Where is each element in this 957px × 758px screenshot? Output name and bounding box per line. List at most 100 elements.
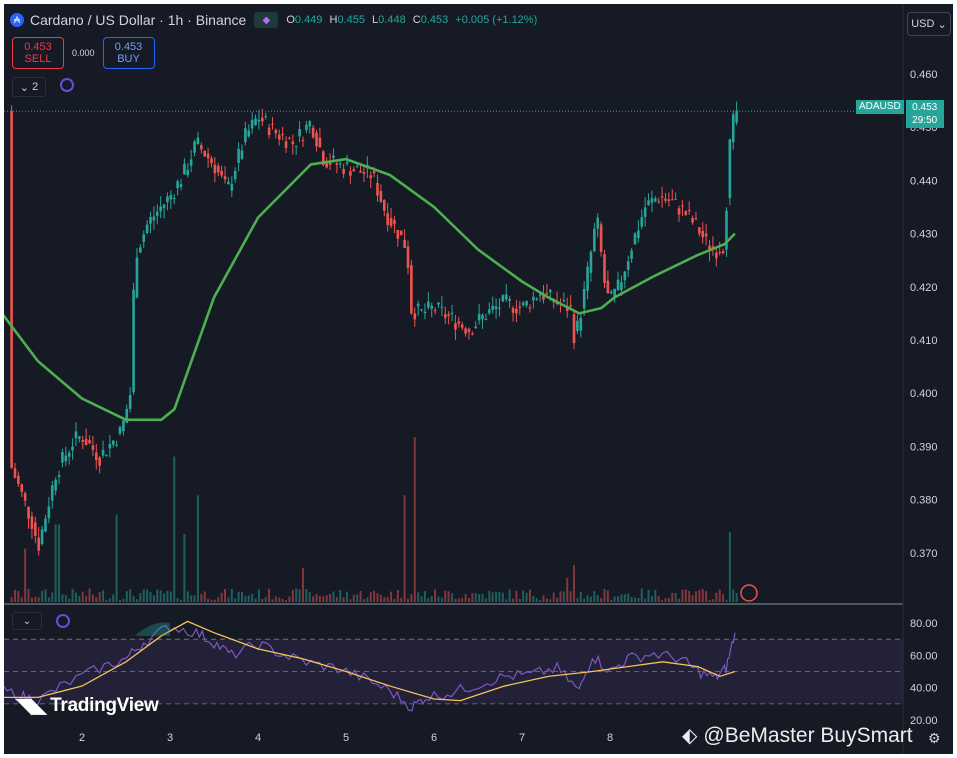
- volume-bar: [711, 599, 714, 602]
- volume-bar: [576, 598, 579, 602]
- buy-button[interactable]: 0.453 BUY: [102, 37, 155, 69]
- candle-body: [511, 308, 515, 313]
- volume-bar: [596, 595, 599, 602]
- volume-bar: [589, 596, 592, 602]
- volume-bar: [396, 589, 399, 602]
- volume-bar: [535, 597, 538, 602]
- volume-bar: [698, 590, 701, 602]
- candle-body: [30, 516, 34, 529]
- volume-bar: [315, 593, 318, 602]
- candle-body: [454, 323, 457, 330]
- volume-bar: [684, 589, 687, 602]
- y-tick-label: 0.420: [910, 282, 938, 294]
- candle-body: [481, 314, 484, 320]
- candle-body: [450, 312, 454, 314]
- candle-body: [81, 440, 85, 442]
- candle-body: [545, 293, 549, 295]
- candle-body: [494, 306, 498, 310]
- candle-body: [630, 250, 633, 259]
- y-tick-label: 0.400: [910, 388, 938, 400]
- candle-body: [71, 446, 74, 451]
- candle-body: [535, 298, 539, 300]
- candle-body: [132, 289, 135, 393]
- candle-body: [332, 155, 335, 158]
- candle-body: [396, 229, 400, 239]
- candle-body: [650, 198, 654, 203]
- candle-body: [155, 211, 159, 216]
- indicators-collapse-button[interactable]: ⌄ 2: [12, 77, 46, 97]
- volume-bar: [454, 598, 457, 602]
- volume-bar: [735, 593, 738, 602]
- candle-body: [538, 294, 542, 296]
- settings-gear-icon[interactable]: ⚙: [928, 730, 941, 746]
- volume-bar: [312, 596, 315, 602]
- candle-body: [399, 230, 403, 236]
- candle-body: [223, 176, 227, 180]
- volume-bar: [44, 589, 47, 602]
- candle-body: [149, 216, 152, 224]
- candle-body: [342, 169, 345, 174]
- volume-bar: [335, 597, 338, 602]
- volume-bar: [288, 596, 291, 602]
- candle-body: [10, 111, 13, 468]
- candle-body: [674, 198, 677, 200]
- x-tick-label: 8: [607, 732, 613, 744]
- indicator-icon[interactable]: [60, 78, 74, 92]
- candle-body: [582, 288, 586, 309]
- volume-bar: [163, 593, 166, 602]
- candle-body: [528, 307, 532, 309]
- volume-bar: [471, 593, 474, 602]
- volume-bar: [264, 597, 267, 602]
- volume-bar: [430, 596, 433, 602]
- candle-body: [37, 537, 41, 551]
- sell-button[interactable]: 0.453 SELL: [12, 37, 64, 69]
- candle-body: [606, 280, 610, 294]
- volume-bar: [373, 590, 376, 602]
- volume-bar: [376, 593, 379, 602]
- volume-bar: [664, 598, 667, 602]
- chart-canvas[interactable]: 0.4600.4500.4400.4300.4200.4100.4000.390…: [4, 4, 953, 754]
- volume-bar: [349, 599, 352, 602]
- volume-bar: [379, 594, 382, 602]
- candle-body: [111, 440, 115, 445]
- candle-body: [464, 328, 467, 334]
- currency-select[interactable]: USD ⌄: [907, 12, 951, 36]
- volume-bar: [318, 595, 321, 602]
- volume-bar: [467, 598, 470, 602]
- rsi-indicator-icon[interactable]: [56, 614, 70, 628]
- candle-body: [267, 127, 271, 135]
- candle-body: [305, 124, 308, 131]
- volume-bar: [678, 598, 681, 602]
- candle-body: [504, 294, 508, 300]
- volume-bar: [346, 591, 349, 602]
- rsi-collapse-button[interactable]: ⌄: [12, 612, 42, 630]
- candle-body: [318, 137, 322, 148]
- volume-bar: [674, 592, 677, 602]
- volume-bar: [301, 568, 304, 602]
- candle-body: [562, 299, 566, 302]
- volume-bar: [91, 594, 94, 602]
- volume-bar: [718, 589, 721, 602]
- candle-body: [216, 165, 220, 173]
- volume-bar: [78, 595, 81, 602]
- candle-body: [125, 408, 129, 424]
- candle-body: [101, 449, 105, 456]
- candle-body: [372, 171, 376, 174]
- candle-body: [176, 181, 179, 189]
- symbol-title[interactable]: Cardano / US Dollar · 1h · Binance: [30, 12, 247, 28]
- volume-bar: [169, 591, 172, 602]
- candle-body: [145, 224, 149, 234]
- volume-bar: [427, 598, 430, 602]
- candle-body: [183, 163, 186, 175]
- volume-bar: [525, 592, 528, 602]
- volume-bar: [115, 514, 118, 602]
- candle-body: [708, 245, 711, 251]
- candle-body: [196, 137, 200, 144]
- candle-body: [406, 246, 410, 268]
- volume-bar: [539, 600, 542, 602]
- candle-body: [477, 314, 481, 321]
- volume-bar: [85, 595, 88, 602]
- volume-bar: [247, 595, 250, 602]
- volume-bar: [112, 594, 115, 602]
- visibility-icon[interactable]: ◆: [254, 12, 279, 28]
